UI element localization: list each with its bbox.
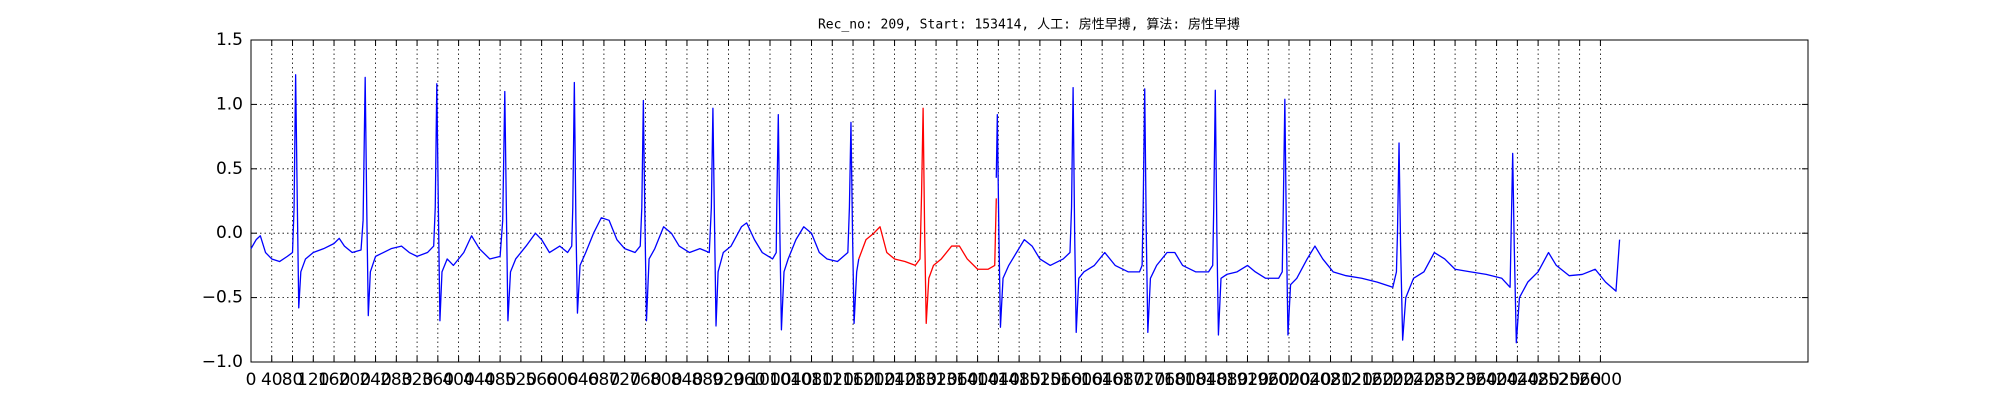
plot-frame — [250, 39, 1809, 363]
x-tick-label: 440 — [463, 370, 495, 390]
x-tick-label: 2480 — [1516, 370, 1559, 390]
x-tick-label: 600 — [546, 370, 578, 390]
x-tick-label: 480 — [484, 370, 516, 390]
ecg-line — [250, 74, 1621, 344]
x-tick-label: 80 — [282, 370, 304, 390]
x-tick-label: 1400 — [956, 370, 999, 390]
x-tick-label: 1760 — [1143, 370, 1186, 390]
x-tick-label: 1880 — [1205, 370, 1248, 390]
x-tick-label: 2240 — [1392, 370, 1435, 390]
x-tick-label: 40 — [261, 370, 283, 390]
x-tick-label: 1680 — [1101, 370, 1144, 390]
x-tick-label: 2440 — [1496, 370, 1539, 390]
x-tick-label: 720 — [608, 370, 640, 390]
x-tick-label: 560 — [525, 370, 557, 390]
y-tick-label: 0.0 — [216, 223, 243, 243]
x-tick-label: 1280 — [894, 370, 937, 390]
x-tick-label: 1040 — [769, 370, 812, 390]
x-tick-label: 160 — [318, 370, 350, 390]
x-tick-label: 2560 — [1558, 370, 1601, 390]
x-tick-label: 1320 — [914, 370, 957, 390]
x-tick-label: 880 — [691, 370, 723, 390]
x-tick-label: 2120 — [1330, 370, 1373, 390]
x-tick-label: 1960 — [1247, 370, 1290, 390]
x-tick-label: 1480 — [997, 370, 1040, 390]
x-tick-label: 1440 — [977, 370, 1020, 390]
x-tick-label: 1560 — [1039, 370, 1082, 390]
x-tick-label: 1360 — [935, 370, 978, 390]
x-tick-label: 1720 — [1122, 370, 1165, 390]
x-tick-label: 1080 — [790, 370, 833, 390]
y-tick-label: 0.5 — [216, 159, 243, 179]
x-tick-label: 240 — [359, 370, 391, 390]
x-tick-label: 1160 — [831, 370, 874, 390]
x-tick-label: 2000 — [1267, 370, 1310, 390]
x-tick-label: 840 — [671, 370, 703, 390]
x-tick-label: 2320 — [1433, 370, 1476, 390]
x-tick-label: 1640 — [1081, 370, 1124, 390]
x-tick-label: 1120 — [811, 370, 854, 390]
x-tick-label: 2400 — [1475, 370, 1518, 390]
x-tick-label: 520 — [505, 370, 537, 390]
x-tick-label: 920 — [712, 370, 744, 390]
x-tick-label: 2600 — [1579, 370, 1622, 390]
x-tick-label: 1200 — [852, 370, 895, 390]
x-tick-label: 1600 — [1060, 370, 1103, 390]
x-tick-label: 2520 — [1537, 370, 1580, 390]
x-tick-label: 2160 — [1350, 370, 1393, 390]
x-tick-label: 2200 — [1371, 370, 1414, 390]
x-tick-label: 320 — [401, 370, 433, 390]
x-tick-label: 1840 — [1184, 370, 1227, 390]
x-tick-label: 1000 — [748, 370, 791, 390]
x-tick-label: 200 — [339, 370, 371, 390]
x-tick-label: 680 — [588, 370, 620, 390]
x-tick-label: 2280 — [1413, 370, 1456, 390]
x-tick-label: 1520 — [1018, 370, 1061, 390]
x-tick-label: 120 — [297, 370, 329, 390]
x-tick-label: 1800 — [1164, 370, 1207, 390]
ecg-line — [858, 107, 997, 325]
x-tick-label: 1920 — [1226, 370, 1269, 390]
x-tick-label: 800 — [650, 370, 682, 390]
x-tick-label: 1240 — [873, 370, 916, 390]
x-tick-label: 640 — [567, 370, 599, 390]
x-tick-label: 2080 — [1309, 370, 1352, 390]
x-tick-label: 2040 — [1288, 370, 1331, 390]
y-tick-label: −1.0 — [202, 352, 243, 372]
y-tick-label: 1.5 — [216, 30, 243, 50]
x-tick-label: 960 — [733, 370, 765, 390]
x-tick-label: 0 — [246, 370, 257, 390]
y-tick-label: −0.5 — [202, 288, 243, 308]
y-tick-label: 1.0 — [216, 94, 243, 114]
chart-title: Rec_no: 209, Start: 153414, 人工: 房性早搏, 算法… — [818, 17, 1240, 33]
x-tick-label: 280 — [380, 370, 412, 390]
x-tick-label: 760 — [629, 370, 661, 390]
x-tick-label: 400 — [442, 370, 474, 390]
x-tick-label: 2360 — [1454, 370, 1497, 390]
x-tick-label: 360 — [422, 370, 454, 390]
